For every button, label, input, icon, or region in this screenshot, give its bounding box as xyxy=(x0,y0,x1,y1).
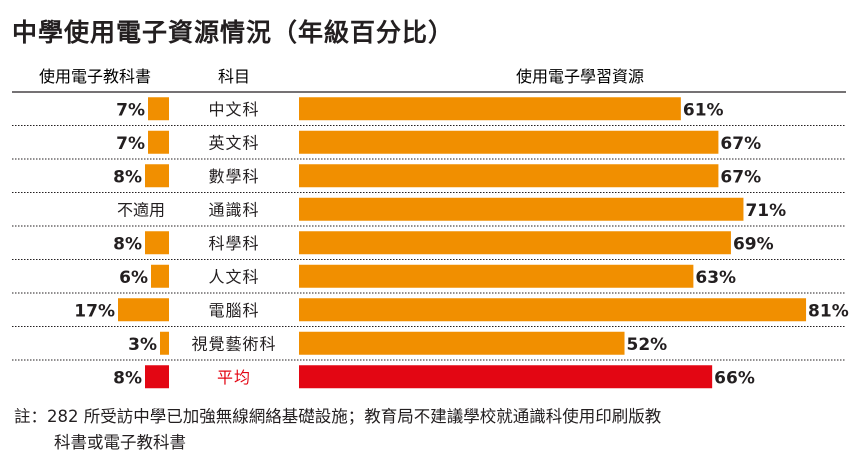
left-bar-1 xyxy=(148,130,169,154)
category-label-3: 通識科 xyxy=(208,200,259,219)
right-bar-1 xyxy=(299,130,719,154)
category-label-2: 數學科 xyxy=(208,167,259,186)
left-bar-2 xyxy=(145,164,169,188)
right-bar-6 xyxy=(299,298,807,322)
left-bar-6 xyxy=(118,298,169,322)
category-label-1: 英文科 xyxy=(208,133,259,152)
left-value-label-6: 17% xyxy=(74,301,115,321)
right-value-label-2: 67% xyxy=(720,167,761,187)
right-bar-4 xyxy=(299,231,731,255)
left-bar-7 xyxy=(160,331,169,355)
left-bar-5 xyxy=(151,264,169,288)
header-middle: 科目 xyxy=(218,67,250,86)
left-value-label-7: 3% xyxy=(128,335,157,355)
right-value-label-5: 63% xyxy=(695,268,736,288)
left-bar-0 xyxy=(148,97,169,121)
header-left: 使用電子教科書 xyxy=(39,67,151,86)
right-value-label-4: 69% xyxy=(733,234,774,254)
header-right: 使用電子學習資源 xyxy=(516,67,644,86)
left-value-label-3: 不適用 xyxy=(117,200,165,219)
left-value-label-4: 8% xyxy=(113,234,142,254)
chart-title: 中學使用電子資源情況（年級百分比） xyxy=(12,18,455,47)
category-label-6: 電腦科 xyxy=(208,301,259,320)
right-bar-7 xyxy=(299,331,625,355)
right-bar-8 xyxy=(299,365,713,389)
left-value-label-2: 8% xyxy=(113,167,142,187)
right-bar-3 xyxy=(299,197,744,221)
left-bar-8 xyxy=(145,365,169,389)
left-value-label-0: 7% xyxy=(116,100,145,120)
right-value-label-6: 81% xyxy=(808,301,849,321)
left-value-label-1: 7% xyxy=(116,134,145,154)
right-bar-2 xyxy=(299,164,719,188)
left-bar-4 xyxy=(145,231,169,255)
footnote-line-1: 註：282 所受訪中學已加強無線網絡基礎設施；教育局不建議學校就通識科使用印刷版… xyxy=(14,407,662,426)
right-value-label-0: 61% xyxy=(683,100,724,120)
right-value-label-8: 66% xyxy=(714,368,755,388)
chart-rows: 7% 中文科 61% 7% 英文科 67% 8% 數學科 67% 不適用 通識科 71% 8% 科學科 69… xyxy=(12,97,849,389)
left-value-label-5: 6% xyxy=(119,268,148,288)
category-label-5: 人文科 xyxy=(208,267,259,286)
right-value-label-3: 71% xyxy=(745,201,786,221)
category-label-8: 平均 xyxy=(217,368,251,387)
footnote: 註：282 所受訪中學已加強無線網絡基礎設施；教育局不建議學校就通識科使用印刷版… xyxy=(14,404,844,456)
category-label-7: 視覺藝術科 xyxy=(191,334,276,353)
left-value-label-8: 8% xyxy=(113,368,142,388)
category-label-4: 科學科 xyxy=(208,234,259,253)
bar-chart: 使用電子教科書 科目 使用電子學習資源 7% 中文科 61% 7% 英文科 67% 8% 數學… xyxy=(12,67,849,389)
right-bar-0 xyxy=(299,97,681,121)
right-bar-5 xyxy=(299,264,694,288)
right-value-label-7: 52% xyxy=(627,335,668,355)
footnote-line-2: 科書或電子教科書 xyxy=(54,433,186,452)
right-value-label-1: 67% xyxy=(720,134,761,154)
category-label-0: 中文科 xyxy=(208,100,259,119)
